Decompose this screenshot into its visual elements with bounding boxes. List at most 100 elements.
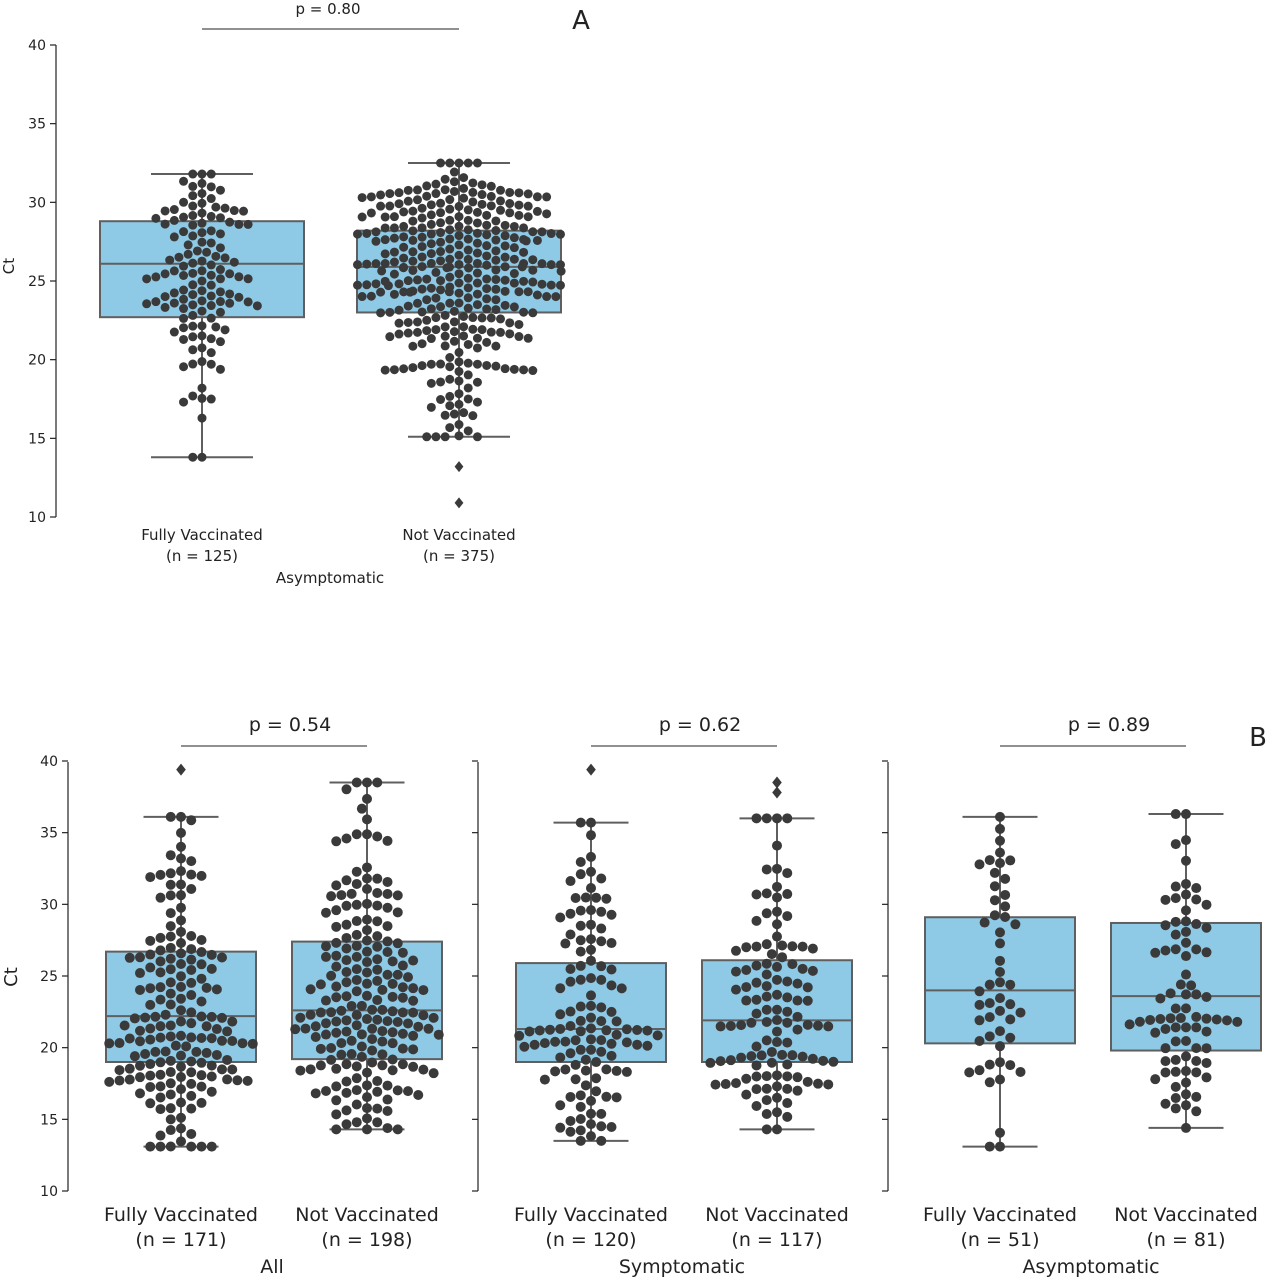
swarm-point (491, 274, 501, 284)
swarm-point (468, 313, 478, 323)
swarm-point (537, 227, 547, 237)
swarm-point (989, 867, 1000, 878)
swarm-point (472, 207, 482, 217)
swarm-point (797, 1051, 808, 1062)
swarm-point (761, 981, 772, 992)
swarm-point (491, 216, 501, 226)
category-label: Not Vaccinated (1114, 1204, 1258, 1226)
swarm-point (523, 201, 533, 211)
swarm-point (408, 341, 418, 351)
swarm-point (519, 247, 529, 257)
swarm-point (389, 212, 399, 222)
swarm-point (155, 932, 166, 943)
count-label: (n = 171) (135, 1229, 226, 1251)
swarm-point (601, 1064, 612, 1075)
swarm-point (964, 1067, 975, 1078)
outlier-point (454, 461, 464, 473)
swarm-point (179, 176, 189, 186)
swarm-point (165, 1125, 176, 1136)
swarm-point (1170, 893, 1181, 904)
swarm-point (326, 1007, 337, 1018)
swarm-point (382, 1016, 393, 1027)
swarm-point (989, 881, 1000, 892)
swarm-point (596, 923, 607, 934)
swarm-point (351, 1085, 362, 1096)
swarm-point (225, 217, 235, 227)
swarm-point (472, 228, 482, 238)
swarm-point (321, 1018, 331, 1029)
swarm-point (351, 899, 362, 910)
swarm-point (642, 1040, 653, 1051)
swarm-point (440, 341, 450, 351)
swarm-point (449, 336, 459, 346)
swarm-point (372, 1076, 383, 1087)
swarm-point (782, 1017, 793, 1028)
swarm-point (440, 322, 450, 332)
swarm-point (1181, 1022, 1191, 1033)
swarm-point (782, 889, 793, 900)
swarm-point (751, 977, 762, 988)
swarm-point (186, 815, 197, 826)
swarm-point (454, 158, 464, 168)
swarm-point (341, 784, 352, 795)
swarm-point (782, 1037, 793, 1048)
swarm-point (1191, 1011, 1202, 1022)
swarm-point (575, 1026, 586, 1037)
swarm-point (537, 279, 547, 289)
swarm-point (505, 199, 515, 209)
swarm-point (422, 181, 432, 191)
swarm-point (761, 864, 772, 875)
swarm-point (206, 182, 216, 192)
swarm-point (341, 932, 352, 943)
swarm-point (392, 969, 403, 980)
swarm-point (176, 1123, 186, 1134)
swarm-point (211, 322, 221, 332)
swarm-point (1160, 1043, 1171, 1054)
swarm-point (586, 883, 596, 894)
swarm-point (357, 292, 367, 302)
swarm-point (445, 158, 455, 168)
swarm-point (528, 255, 538, 265)
swarm-point (575, 817, 586, 828)
swarm-point (192, 246, 202, 256)
swarm-point (705, 1057, 716, 1068)
swarm-point (295, 1065, 306, 1076)
swarm-point (431, 179, 441, 189)
swarm-point (491, 361, 501, 371)
swarm-point (725, 1020, 736, 1031)
group-label: Asymptomatic (1022, 1256, 1159, 1278)
swarm-point (1191, 1091, 1202, 1102)
swarm-point (500, 241, 510, 251)
swarm-point (372, 1014, 383, 1025)
swarm-point (777, 940, 788, 951)
swarm-point (362, 1092, 372, 1103)
swarm-point (546, 229, 556, 239)
swarm-point (151, 213, 161, 223)
swarm-point (422, 191, 432, 201)
swarm-point (761, 991, 772, 1002)
swarm-point (1181, 1100, 1191, 1111)
swarm-point (188, 231, 198, 241)
swarm-point (509, 254, 519, 264)
swarm-point (376, 287, 386, 297)
panel-letter-a: A (572, 6, 590, 36)
swarm-point (362, 793, 372, 804)
swarm-point (387, 1006, 398, 1017)
swarm-point (761, 939, 772, 950)
group-label: All (260, 1256, 284, 1278)
swarm-point (1170, 839, 1181, 850)
swarm-point (351, 1073, 362, 1084)
swarm-point (201, 1021, 212, 1032)
swarm-point (206, 1011, 217, 1022)
swarm-point (392, 1016, 403, 1027)
swarm-point (215, 229, 225, 239)
swarm-point (169, 232, 179, 242)
swarm-point (616, 983, 627, 994)
swarm-point (586, 1119, 596, 1130)
swarm-point (445, 298, 455, 308)
swarm-point (389, 223, 399, 233)
swarm-point (596, 1002, 607, 1013)
swarm-point (477, 190, 487, 200)
swarm-point (341, 991, 352, 1002)
swarm-point (387, 991, 398, 1002)
